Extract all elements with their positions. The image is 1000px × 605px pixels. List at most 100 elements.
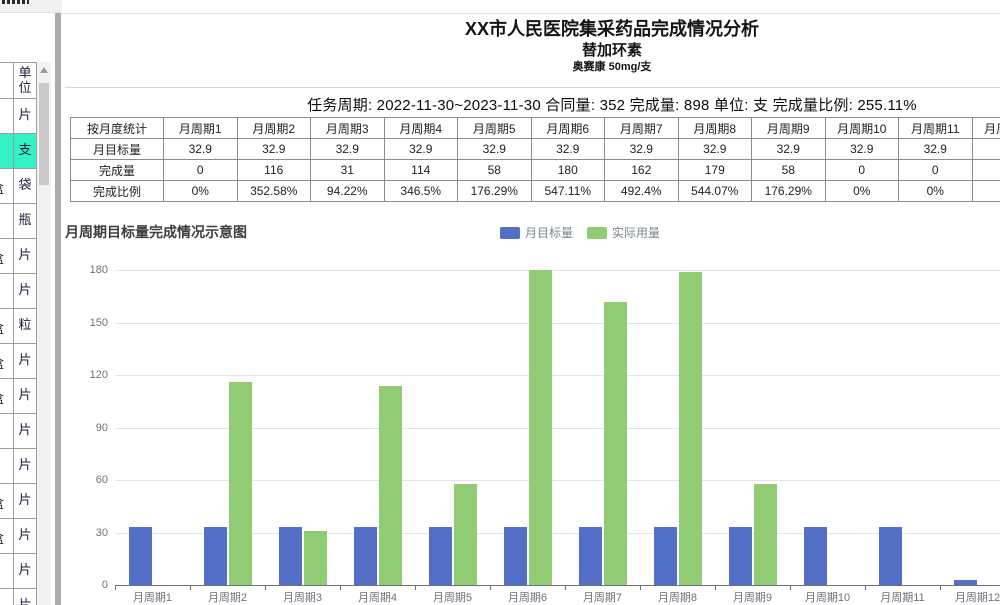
x-axis-tick [415,585,416,590]
unit-row-fragment-cell[interactable]: 盒 [0,344,14,378]
unit-cell[interactable]: 片 [14,344,37,378]
x-axis-tick [115,585,116,590]
y-axis-label: 150 [89,316,108,329]
clipped-cell-text: 盒 [0,318,4,337]
x-axis-tick [790,585,791,590]
unit-cell[interactable]: 片 [14,589,37,605]
target-bar [353,527,377,585]
unit-row-fragment-cell[interactable] [0,274,14,308]
target-bar [578,527,602,585]
legend-item[interactable]: 实际用量 [587,224,660,241]
clipped-cell-text: 盒 [0,248,4,267]
unit-row-fragment-cell[interactable] [0,589,14,605]
unit-row-fragment-cell[interactable]: 盒 [0,379,14,413]
stat-col-header: 月周期1 [163,117,238,139]
stat-cell: 32.9 [677,138,752,160]
x-axis-label: 月周期4 [357,592,398,604]
unit-header-row: 单位 [0,63,37,99]
stat-col-header: 月周期11 [898,117,973,139]
actual-bar [453,483,477,585]
unit-row-fragment-cell[interactable]: 盒 [0,239,14,273]
y-axis-label: 180 [89,264,108,276]
unit-row-fragment-cell[interactable] [0,414,14,448]
target-bar [203,527,227,585]
y-axis-label: 0 [101,579,108,591]
x-axis-label: 月周期8 [657,592,698,604]
unit-row-fragment-cell[interactable]: 盒 [0,169,14,203]
unit-row-fragment-cell[interactable]: 盒 [0,484,14,518]
stat-cell: 32.9 [530,138,605,160]
target-bar [878,527,902,585]
stat-cell: 179 [677,159,752,181]
unit-row-fragment-cell[interactable]: 盒 [0,519,14,553]
stat-cell [971,138,1000,160]
y-axis-label: 120 [89,369,108,381]
pane-divider[interactable] [55,13,61,605]
legend-swatch [500,226,520,239]
unit-row-fragment-cell[interactable] [0,204,14,238]
clipped-cell-text: 盒 [0,528,4,547]
actual-bar [528,270,552,585]
stat-cell: 0% [898,180,973,202]
actual-bar [303,530,327,585]
stat-cell: 176.29% [457,180,532,202]
unit-cell[interactable]: 袋 [14,169,37,203]
stat-cell [971,159,1000,181]
actual-bar [378,385,402,585]
task-summary-line: 任务周期: 2022-11-30~2023-11-30 合同量: 352 完成量… [307,97,917,114]
actual-bar [753,483,777,585]
x-axis-label: 月周期7 [582,592,623,604]
stat-cell: 0 [163,159,238,181]
target-bar [128,527,152,585]
unit-row-fragment-cell[interactable] [0,99,14,133]
unit-cell[interactable]: 片 [14,99,37,133]
stat-cell: 32.9 [604,138,679,160]
stat-row-header: 完成量 [70,159,164,181]
unit-table-row: 片 [0,449,37,484]
unit-table-row: 瓶 [0,204,37,239]
stat-cell: 547.11% [530,180,605,202]
unit-cell[interactable]: 片 [14,484,37,518]
chart-gridline [115,480,1000,481]
unit-row-fragment-cell[interactable]: 盒 [0,309,14,343]
unit-cell[interactable]: 片 [14,239,37,273]
stat-cell: 544.07% [677,180,752,202]
scroll-up-arrow-icon[interactable] [40,67,48,73]
unit-cell[interactable]: 片 [14,519,37,553]
unit-cell[interactable]: 片 [14,274,37,308]
legend-label: 实际用量 [612,226,661,240]
chart-gridline [115,322,1000,324]
unit-cell[interactable]: 片 [14,554,37,588]
stat-table-corner: 按月度统计 [70,117,164,139]
unit-row-fragment-cell[interactable] [0,134,14,168]
unit-cell[interactable]: 片 [14,414,37,448]
sidebar-scrollbar[interactable] [37,62,51,605]
chart-gridline [115,270,1000,271]
unit-cell[interactable]: 片 [14,379,37,413]
clipped-cell-text: 盒 [0,178,4,197]
unit-cell[interactable]: 瓶 [14,204,37,238]
unit-cell[interactable]: 支 [14,134,37,168]
section-divider [65,87,1000,88]
clipped-header-strip [0,0,62,13]
stat-cell: 32.9 [310,138,385,160]
x-axis-tick [190,585,191,590]
unit-row-fragment-cell[interactable] [0,554,14,588]
actual-bar [678,271,702,585]
unit-table-row: 片 [0,589,37,605]
x-axis-label: 月周期10 [804,592,851,604]
target-bar [653,527,677,585]
scrollbar-thumb[interactable] [39,83,49,185]
stat-col-header: 月周期4 [383,117,458,139]
unit-table-row: 片 [0,99,37,134]
unit-cell[interactable]: 粒 [14,309,37,343]
drug-name: 替加环素 [581,42,642,59]
stat-cell: 32.9 [163,138,238,160]
stat-cell: 58 [751,159,826,181]
legend-item[interactable]: 月目标量 [500,224,573,241]
unit-row-fragment-cell[interactable] [0,449,14,483]
stat-col-header: 月周期12 [971,117,1000,139]
unit-cell[interactable]: 片 [14,449,37,483]
target-bar [803,527,827,585]
report-title: XX市人民医院集采药品完成情况分析 [464,19,759,39]
